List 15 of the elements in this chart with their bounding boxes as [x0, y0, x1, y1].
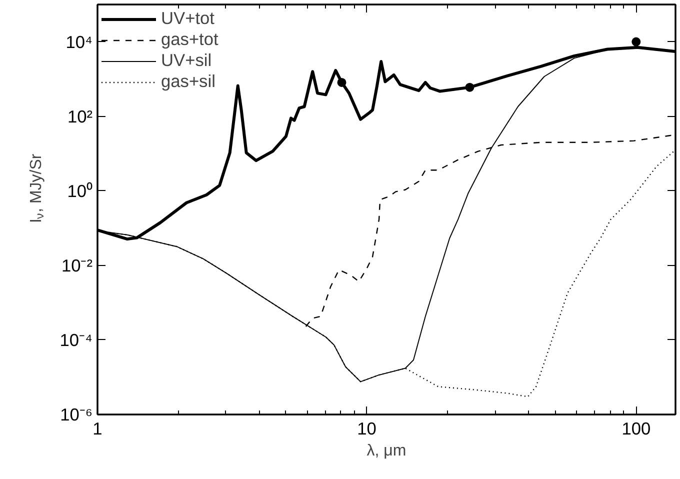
y-tick-label: 10⁻² — [61, 255, 93, 276]
legend-label: UV+sil — [161, 50, 212, 71]
legend-label: gas+tot — [161, 29, 218, 50]
legend-label: UV+tot — [161, 8, 214, 29]
x-tick-label: 100 — [622, 418, 651, 438]
y-tick-label: 10⁻⁶ — [60, 404, 93, 424]
x-tick-label: 1 — [92, 418, 102, 438]
y-tick-label: 10² — [67, 106, 93, 126]
y-tick-label: 10⁰ — [67, 180, 93, 201]
y-axis-title: Iν, MJy/Sr — [28, 153, 46, 224]
x-axis-title: λ, μm — [366, 442, 406, 460]
y-tick-label: 10⁻⁴ — [60, 330, 93, 350]
y-tick-label: 10⁴ — [66, 32, 93, 52]
x-tick-label: 10 — [357, 418, 376, 438]
legend-label: gas+sil — [161, 71, 216, 92]
